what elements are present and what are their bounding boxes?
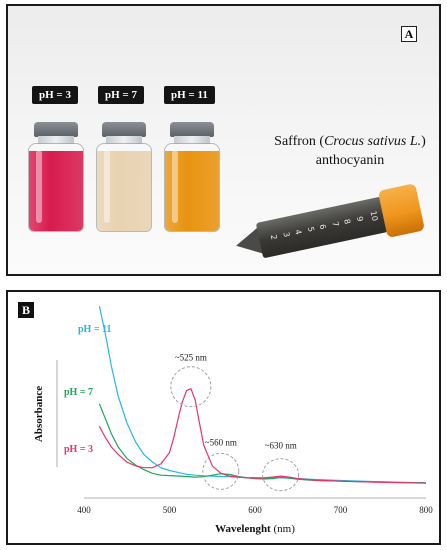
- series-label: pH = 11: [78, 324, 112, 335]
- x-tick-label: 700: [334, 505, 348, 515]
- ph7-badge: pH = 7: [98, 86, 144, 104]
- panel-a-letter: A: [401, 26, 417, 42]
- tube-scale-label: 2: [268, 233, 279, 241]
- tube-scale-label: 5: [305, 226, 316, 233]
- series-line-11: [98, 305, 427, 484]
- series-line-7: [98, 403, 427, 484]
- vial-ph7: [96, 122, 152, 232]
- centrifuge-tube: 2 3 4 5 6 7 8 9 10: [232, 183, 427, 268]
- x-tick-label: 400: [77, 505, 91, 515]
- series-line-3: [98, 387, 427, 484]
- tube-scale-label: 10: [368, 210, 380, 222]
- tube-scale-label: 7: [329, 220, 340, 228]
- x-tick-label: 800: [419, 505, 433, 515]
- peak-label: ~525 nm: [175, 353, 207, 363]
- ph11-badge: pH = 11: [164, 86, 215, 104]
- peak-circle: [170, 366, 212, 408]
- vial-ph11: [164, 122, 220, 232]
- panel-a-photo: A pH = 3 pH = 7 pH = 11 Saffron (Crocus …: [6, 4, 441, 276]
- caption-species: Crocus sativus L.: [324, 134, 422, 149]
- peak-circle: [202, 452, 240, 490]
- tube-scale-label: 3: [280, 231, 291, 239]
- absorbance-chart: 400 500 600 700 800 Wavelenght (nm) Absorbance…: [33, 305, 433, 535]
- peak-label: ~630 nm: [265, 441, 297, 451]
- series-label: pH = 3: [64, 444, 93, 455]
- caption-post: ): [421, 134, 426, 149]
- sample-caption: Saffron (Crocus sativus L.) anthocyanin: [256, 132, 439, 170]
- panel-b-letter: B: [18, 302, 34, 318]
- tube-scale-label: 9: [354, 215, 365, 223]
- ph3-badge: pH = 3: [32, 86, 78, 104]
- caption-line2: anthocyanin: [315, 153, 385, 168]
- tube-scale-label: 4: [293, 228, 304, 236]
- x-tick-label: 500: [163, 505, 177, 515]
- tube-scale-label: 8: [342, 218, 352, 226]
- peak-circle: [262, 458, 300, 492]
- x-axis-title: Wavelenght (nm): [215, 523, 295, 535]
- peak-label: ~560 nm: [205, 437, 237, 447]
- series-label: pH = 7: [64, 387, 93, 398]
- panel-b-chart: B 400 500 600 700 800 Wavelenght (nm) Absorban…: [6, 290, 441, 545]
- tube-scale-label: 6: [317, 223, 328, 231]
- y-axis-title: Absorbance: [33, 386, 45, 442]
- caption-pre: Saffron (: [274, 134, 325, 149]
- x-tick-label: 600: [248, 505, 262, 515]
- vial-ph3: [28, 122, 84, 232]
